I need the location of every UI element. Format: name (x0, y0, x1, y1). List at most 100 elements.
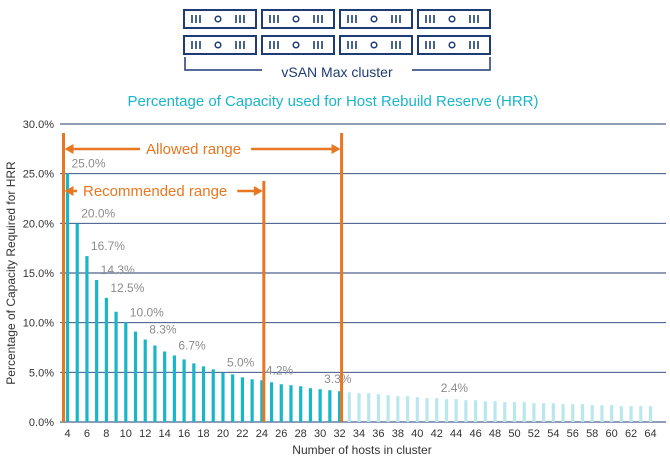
bar-hosts-34 (357, 393, 361, 422)
bar-hosts-28 (299, 386, 303, 422)
x-tick-label: 28 (295, 428, 307, 440)
bar-hosts-45 (464, 400, 468, 422)
bar-hosts-15 (172, 355, 176, 422)
y-tick-label: 25.0% (23, 169, 54, 181)
server-rack-icon (261, 35, 335, 55)
bar-hosts-51 (522, 402, 526, 422)
arrow-right-icon (253, 186, 263, 196)
bar-hosts-26 (279, 384, 283, 422)
bar-hosts-55 (561, 404, 565, 422)
bar-hosts-60 (610, 405, 614, 422)
y-axis-title: Percentage of Capacity Required for HRR (4, 161, 18, 385)
bar-hosts-46 (474, 400, 478, 422)
data-label: 16.7% (91, 239, 125, 253)
x-axis-title: Number of hosts in cluster (292, 443, 431, 457)
server-rack-icon (261, 9, 335, 29)
recommended-range-label: Recommended range (83, 183, 227, 200)
range-annotations: Allowed range Recommended range (62, 133, 344, 422)
data-label: 25.0% (72, 157, 106, 171)
gridlines (60, 123, 666, 423)
x-tick-label: 44 (450, 428, 462, 440)
bar-hosts-21 (231, 374, 235, 422)
bar-hosts-40 (415, 397, 419, 422)
y-tick-label: 5.0% (29, 367, 54, 379)
server-rack-icon (183, 9, 257, 29)
bar-hosts-63 (639, 406, 643, 422)
arrow-right-icon (331, 144, 341, 154)
y-tick-label: 30.0% (23, 119, 54, 131)
x-tick-label: 24 (256, 428, 268, 440)
bar-hosts-47 (483, 401, 487, 422)
bar-hosts-62 (629, 406, 633, 422)
bar-hosts-18 (201, 366, 206, 422)
data-labels: 25.0% 20.0% 16.7% 14.3% 12.5% 10.0% 8.3%6.7% 5.… (72, 157, 469, 395)
bar-hosts-17 (192, 363, 196, 422)
bar-hosts-9 (114, 311, 118, 422)
x-axis-ticks: 4 6 8 10 12 14 16 18 20 22 24 26 28 30 32 34 36 38 40 42 44 4… (64, 428, 656, 440)
x-tick-label: 40 (411, 428, 423, 440)
x-tick-label: 52 (528, 428, 540, 440)
bar-hosts-13 (153, 345, 157, 422)
x-tick-label: 48 (489, 428, 501, 440)
vsan-max-cluster-diagram (183, 9, 491, 71)
data-label: 12.5% (110, 281, 144, 295)
bar-hosts-38 (396, 396, 400, 422)
bar-hosts-8 (104, 297, 108, 422)
bar-hosts-58 (590, 405, 594, 422)
x-tick-label: 64 (644, 428, 656, 440)
bar-hosts-50 (512, 402, 517, 422)
x-tick-label: 38 (392, 428, 404, 440)
x-tick-label: 36 (372, 428, 384, 440)
server-rack-icon (417, 9, 491, 29)
data-label: 14.3% (101, 263, 135, 277)
bar-hosts-19 (211, 369, 215, 422)
x-tick-label: 12 (139, 428, 151, 440)
bar-hosts-33 (347, 392, 351, 422)
x-tick-label: 34 (353, 428, 365, 440)
y-tick-label: 0.0% (29, 417, 54, 429)
bar-hosts-57 (580, 404, 585, 422)
x-tick-label: 4 (64, 428, 70, 440)
bar-hosts-56 (571, 404, 575, 422)
x-tick-label: 46 (469, 428, 481, 440)
bar-hosts-43 (444, 399, 449, 422)
arrow-left-icon (64, 186, 74, 196)
bar-hosts-11 (133, 331, 138, 422)
x-tick-label: 6 (84, 428, 90, 440)
bar-hosts-12 (143, 339, 147, 422)
bar-hosts-16 (182, 359, 186, 422)
x-tick-label: 20 (217, 428, 229, 440)
y-tick-label: 15.0% (23, 268, 54, 280)
bar-hosts-5 (75, 223, 79, 422)
data-label: 4.2% (266, 363, 294, 377)
x-tick-label: 50 (508, 428, 520, 440)
bar-hosts-53 (542, 403, 546, 422)
y-tick-label: 10.0% (23, 318, 54, 330)
server-rack-icon (417, 35, 491, 55)
x-tick-label: 30 (314, 428, 326, 440)
bar-hosts-25 (269, 382, 274, 422)
server-rack-icon (183, 35, 257, 55)
bar-hosts-7 (95, 279, 99, 422)
y-tick-label: 20.0% (23, 218, 54, 230)
bar-hosts-10 (124, 322, 128, 422)
bar-hosts-24 (260, 380, 264, 422)
bar-hosts-27 (289, 385, 293, 422)
x-tick-label: 58 (586, 428, 598, 440)
x-tick-label: 22 (236, 428, 248, 440)
x-tick-label: 56 (567, 428, 579, 440)
bar-hosts-41 (425, 398, 429, 422)
data-label: 2.4% (441, 381, 469, 395)
arrow-left-icon (64, 144, 74, 154)
bar-hosts-4 (65, 173, 70, 422)
x-tick-label: 42 (431, 428, 443, 440)
data-label: 8.3% (149, 323, 177, 337)
bar-hosts-37 (386, 395, 390, 422)
x-tick-label: 18 (197, 428, 209, 440)
data-label: 5.0% (227, 355, 255, 369)
cluster-label: vSAN Max cluster (281, 64, 393, 80)
x-tick-label: 60 (606, 428, 618, 440)
bar-hosts-61 (619, 406, 623, 422)
